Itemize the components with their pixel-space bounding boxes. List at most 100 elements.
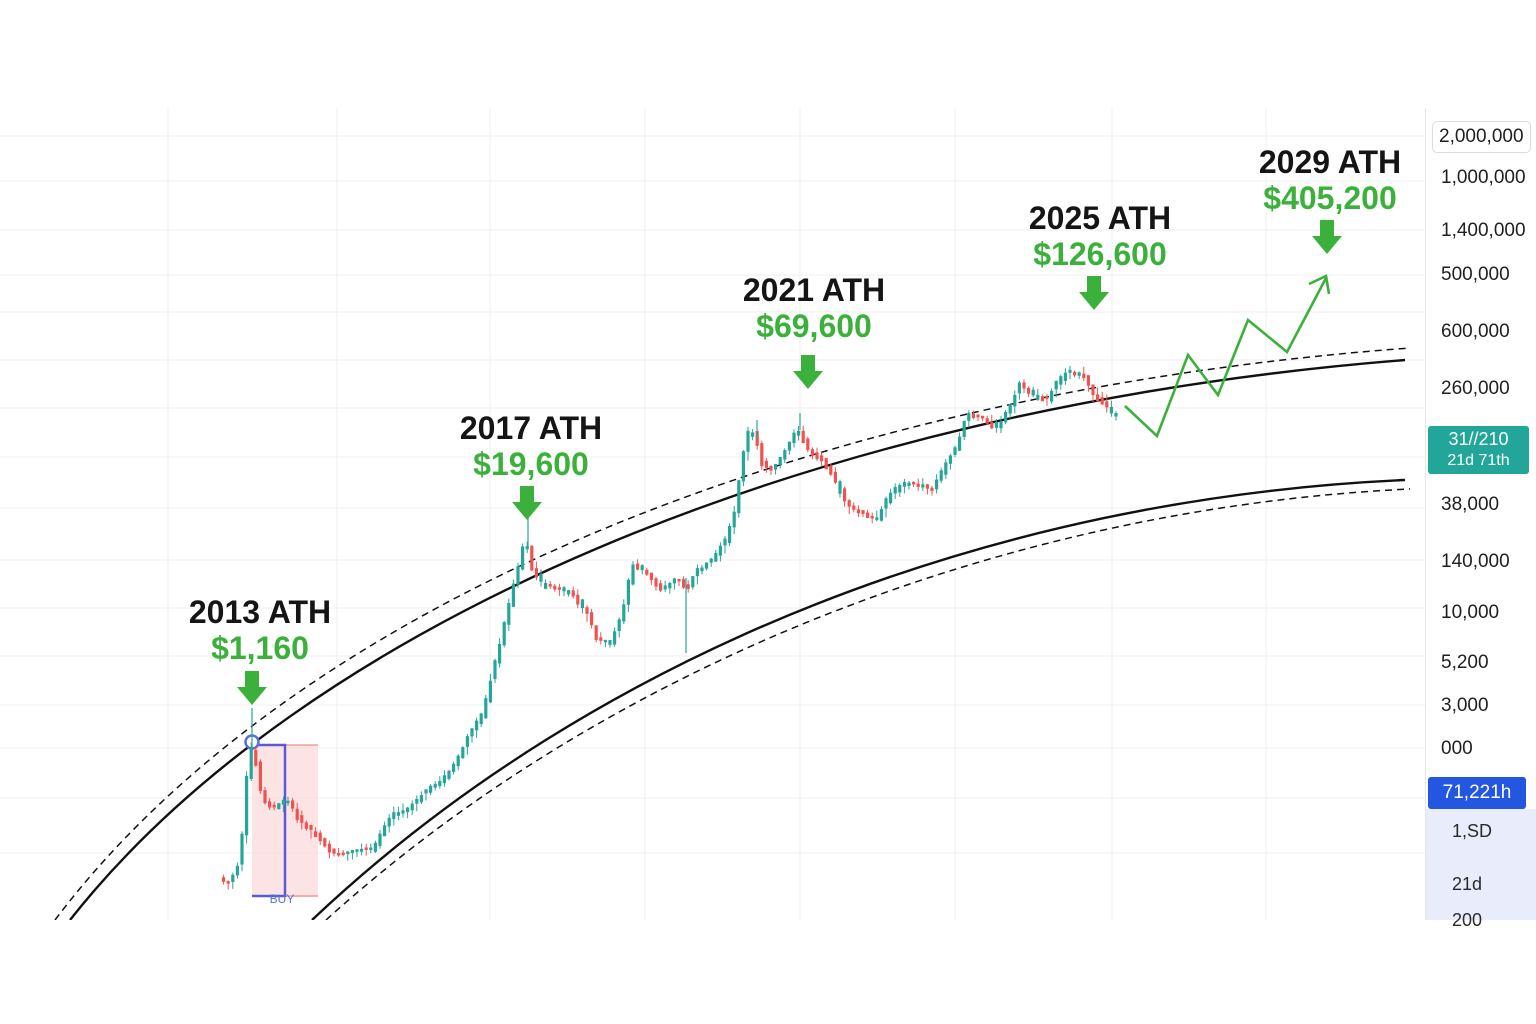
candle-body [990,422,994,429]
candle-body [516,566,520,585]
candle-body [769,465,773,471]
candle-body [884,498,888,509]
price-tick: 5,200 [1441,652,1489,673]
candle-body [1013,394,1017,407]
price-tick: 38,000 [1441,494,1500,515]
candle-body [392,812,396,819]
candle-body [507,603,511,625]
candle-body [985,418,989,424]
candle-body [967,412,971,421]
candle-body [668,583,672,589]
candle-body [488,680,492,703]
candle-body [833,471,837,483]
candle-body [286,800,290,804]
candle-body [682,579,686,588]
candle-body [714,552,718,562]
candle-body [272,804,276,808]
candle-body [672,578,676,584]
candle-body [521,546,525,570]
ath-year-2029: 2029 ATH [1258,144,1402,180]
candle-body [1073,371,1077,376]
candle-body [585,607,589,614]
candle-body [944,462,948,475]
candle-body [231,874,235,882]
candle-body [1105,401,1109,408]
candle-body [935,479,939,490]
ath-label-2029: 2029 ATH $405,200 [1259,144,1401,216]
price-axis[interactable]: 2,000,000 1,000,000 1,400,000 500,000 60… [1425,108,1536,930]
candle-body [383,825,387,837]
candle-body [613,631,617,645]
candle-body [599,637,603,641]
price-tick: 000 [1441,738,1473,759]
candle-body [438,780,442,787]
axis-panel-item[interactable]: 200 [1452,910,1483,930]
candle-body [659,583,663,591]
candle-body [875,517,879,520]
candle-body [746,430,750,452]
candle-body [898,485,902,493]
candle-body [801,430,805,443]
candle-body [686,584,690,589]
current-price-badge: 31//210 21d 71th [1428,426,1529,474]
candle-body [571,590,575,597]
candle-body [994,421,998,428]
candle-body [797,430,801,436]
candle-body [254,749,258,766]
axis-panel-item[interactable]: 1,SD [1452,821,1493,841]
candle-body [544,582,548,589]
candle-body [548,584,552,587]
candle-body [695,568,699,577]
candle-body [705,562,709,569]
chart-plot[interactable]: BUY [0,108,1425,920]
price-tick: 10,000 [1441,602,1500,623]
log-growth-channel [54,347,1411,920]
candle-body [281,799,285,805]
buy-path [252,743,287,898]
candle-body [594,625,598,640]
candle-body [1082,373,1086,379]
candle-body [999,421,1003,429]
candle-body [925,484,929,489]
candle-body [718,545,722,556]
candle-body [323,838,327,847]
candle-body [240,833,244,865]
axis-panel-item[interactable]: 21d [1452,874,1483,894]
price-tick: 500,000 [1441,264,1510,285]
grid-lines [0,108,1425,920]
candle-body [760,443,764,467]
ath-arrow [1079,276,1109,310]
candle-body [346,851,350,855]
candle-body [617,619,621,631]
candle-body [893,487,897,494]
candle-body [953,447,957,455]
candle-body [838,481,842,494]
candle-body [1050,390,1054,402]
candle-body [764,460,768,468]
axis-settings-panel[interactable]: 1,SD 21d 200 [1426,809,1536,930]
candle-body [415,798,419,804]
candle-body [1109,407,1113,414]
candle-body [732,511,736,528]
candle-body [258,761,262,791]
candle-body [879,509,883,521]
candle-body [291,800,295,809]
candle-body [810,449,814,456]
chart-frame[interactable]: BUY 2013 ATH $1,160 2017 ATH $19,600 202… [0,108,1536,930]
candle-body [700,567,704,572]
candle-body [502,622,506,646]
ath-price-2025: $126,600 [1033,236,1167,272]
candle-body [1045,396,1049,399]
candle-body [1036,394,1040,400]
candle-body [962,420,966,438]
price-tick: 2,000,000 [1432,121,1531,153]
candle-body [332,848,336,854]
candle-body [870,515,874,519]
candle-body [916,483,920,487]
candle-body [1040,396,1044,402]
candle-body [511,583,515,607]
candle-body [1031,389,1035,396]
candle-body [479,713,483,725]
candle-body [429,785,433,793]
candle-body [1086,375,1090,386]
